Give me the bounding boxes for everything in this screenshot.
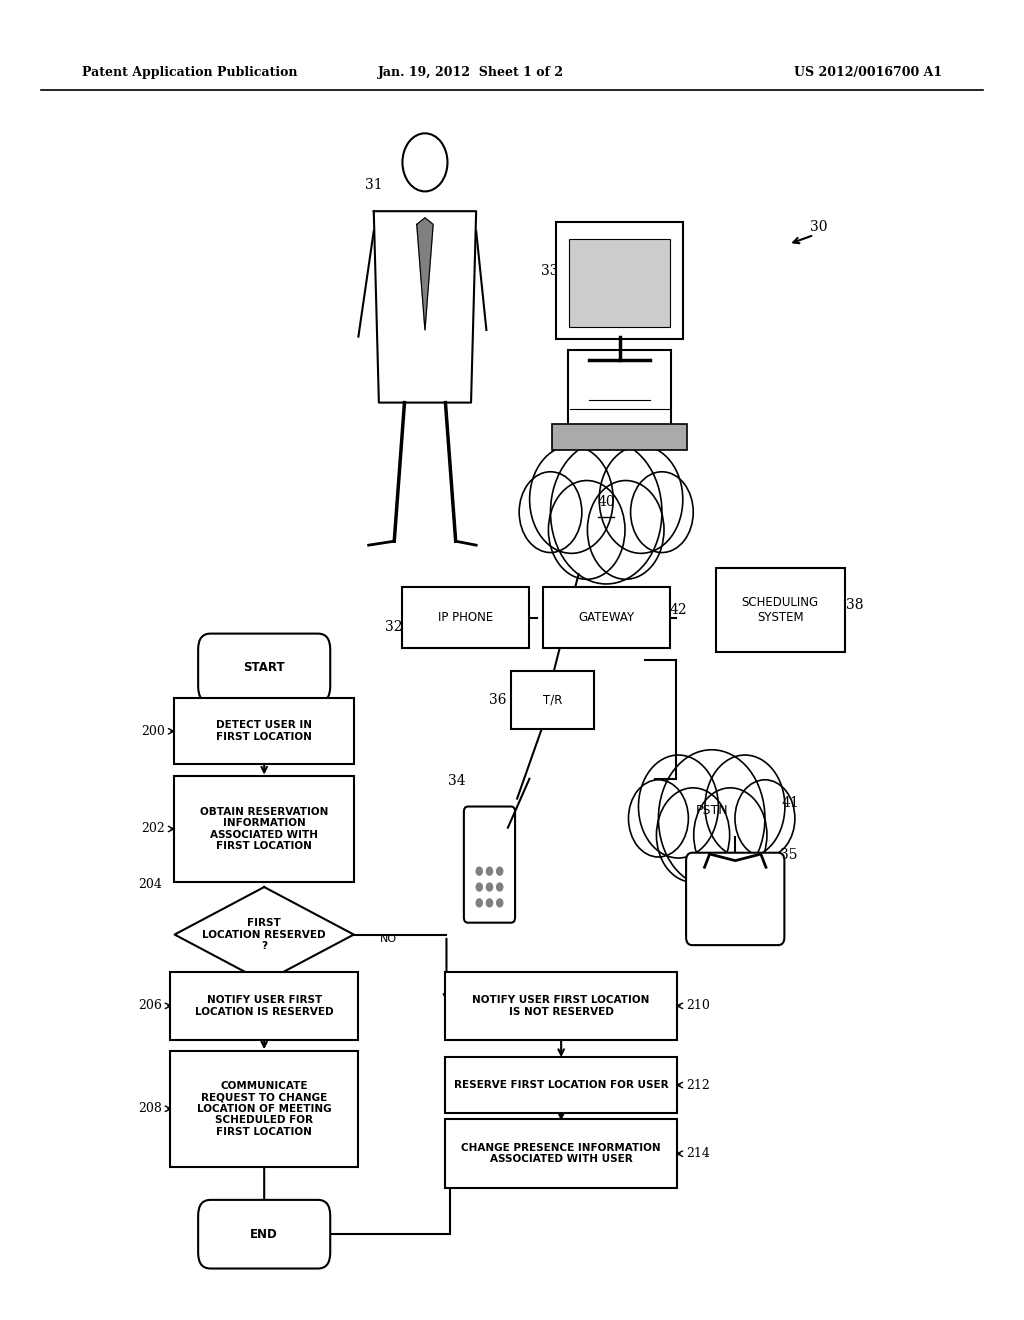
Circle shape — [486, 899, 493, 907]
Text: 210: 210 — [686, 999, 710, 1012]
FancyBboxPatch shape — [716, 568, 845, 652]
Circle shape — [588, 480, 664, 579]
FancyBboxPatch shape — [686, 853, 784, 945]
Text: FIG. 1: FIG. 1 — [584, 222, 645, 240]
Text: 38: 38 — [846, 598, 863, 611]
FancyBboxPatch shape — [445, 1119, 677, 1188]
Circle shape — [486, 883, 493, 891]
Circle shape — [549, 480, 625, 579]
FancyBboxPatch shape — [174, 776, 354, 882]
Text: SCHEDULING
SYSTEM: SCHEDULING SYSTEM — [741, 595, 819, 624]
Polygon shape — [374, 211, 476, 403]
Text: NOTIFY USER FIRST LOCATION
IS NOT RESERVED: NOTIFY USER FIRST LOCATION IS NOT RESERV… — [472, 995, 650, 1016]
Circle shape — [497, 867, 503, 875]
Text: DETECT USER IN
FIRST LOCATION: DETECT USER IN FIRST LOCATION — [216, 721, 312, 742]
Circle shape — [497, 883, 503, 891]
Text: 36: 36 — [489, 693, 507, 706]
Polygon shape — [174, 887, 354, 982]
Circle shape — [402, 133, 447, 191]
FancyBboxPatch shape — [552, 424, 687, 450]
Polygon shape — [417, 218, 433, 330]
Text: Jan. 19, 2012  Sheet 1 of 2: Jan. 19, 2012 Sheet 1 of 2 — [378, 66, 564, 79]
Text: 41: 41 — [781, 796, 799, 809]
Text: T/R: T/R — [544, 693, 562, 706]
Text: CHANGE PRESENCE INFORMATION
ASSOCIATED WITH USER: CHANGE PRESENCE INFORMATION ASSOCIATED W… — [462, 1143, 660, 1164]
Circle shape — [658, 750, 765, 887]
FancyBboxPatch shape — [543, 587, 670, 648]
Text: 204: 204 — [138, 878, 162, 891]
Text: 31: 31 — [365, 178, 383, 191]
Text: RESERVE FIRST LOCATION FOR USER: RESERVE FIRST LOCATION FOR USER — [454, 1080, 669, 1090]
Text: START: START — [244, 661, 285, 675]
Circle shape — [497, 899, 503, 907]
Text: 30: 30 — [810, 220, 828, 234]
Text: 32: 32 — [385, 620, 402, 634]
FancyBboxPatch shape — [199, 1200, 330, 1269]
Text: 34: 34 — [449, 775, 466, 788]
FancyBboxPatch shape — [445, 972, 677, 1040]
FancyBboxPatch shape — [512, 671, 594, 729]
Circle shape — [519, 471, 582, 553]
Circle shape — [629, 780, 688, 857]
Text: 206: 206 — [138, 999, 162, 1012]
FancyBboxPatch shape — [556, 222, 683, 339]
Circle shape — [599, 446, 683, 553]
Text: FIRST
LOCATION RESERVED
?: FIRST LOCATION RESERVED ? — [203, 917, 326, 952]
FancyBboxPatch shape — [568, 350, 671, 432]
Circle shape — [486, 867, 493, 875]
Text: 212: 212 — [686, 1078, 710, 1092]
Text: 33: 33 — [541, 264, 558, 277]
FancyBboxPatch shape — [464, 807, 515, 923]
Text: YES: YES — [272, 993, 293, 1003]
Circle shape — [735, 780, 795, 857]
FancyBboxPatch shape — [199, 634, 330, 702]
FancyBboxPatch shape — [170, 1051, 358, 1167]
FancyBboxPatch shape — [174, 698, 354, 764]
Circle shape — [476, 883, 482, 891]
Text: NO: NO — [380, 933, 396, 944]
FancyBboxPatch shape — [569, 239, 670, 327]
Text: 202: 202 — [141, 822, 165, 836]
Text: NOTIFY USER FIRST
LOCATION IS RESERVED: NOTIFY USER FIRST LOCATION IS RESERVED — [195, 995, 334, 1016]
Text: Patent Application Publication: Patent Application Publication — [82, 66, 297, 79]
Text: 35: 35 — [780, 849, 798, 862]
Text: 42: 42 — [670, 603, 687, 616]
Circle shape — [551, 441, 662, 583]
FancyBboxPatch shape — [402, 587, 529, 648]
Text: OBTAIN RESERVATION
INFORMATION
ASSOCIATED WITH
FIRST LOCATION: OBTAIN RESERVATION INFORMATION ASSOCIATE… — [200, 807, 329, 851]
Text: IP PHONE: IP PHONE — [438, 611, 494, 624]
Text: COMMUNICATE
REQUEST TO CHANGE
LOCATION OF MEETING
SCHEDULED FOR
FIRST LOCATION: COMMUNICATE REQUEST TO CHANGE LOCATION O… — [197, 1081, 332, 1137]
Text: 208: 208 — [138, 1102, 162, 1115]
Circle shape — [639, 755, 719, 858]
FancyBboxPatch shape — [445, 1057, 677, 1113]
Text: GATEWAY: GATEWAY — [579, 611, 634, 624]
Text: 214: 214 — [686, 1147, 710, 1160]
Text: 200: 200 — [141, 725, 165, 738]
Circle shape — [529, 446, 613, 553]
Text: PSTN: PSTN — [695, 804, 728, 817]
Text: END: END — [250, 1228, 279, 1241]
FancyBboxPatch shape — [170, 972, 358, 1040]
Circle shape — [476, 867, 482, 875]
Text: US 2012/0016700 A1: US 2012/0016700 A1 — [794, 66, 942, 79]
Text: 40: 40 — [597, 495, 615, 508]
Circle shape — [705, 755, 784, 858]
Circle shape — [693, 788, 767, 882]
Circle shape — [656, 788, 730, 882]
Circle shape — [631, 471, 693, 553]
Text: FIG. 3: FIG. 3 — [217, 634, 274, 652]
Circle shape — [476, 899, 482, 907]
